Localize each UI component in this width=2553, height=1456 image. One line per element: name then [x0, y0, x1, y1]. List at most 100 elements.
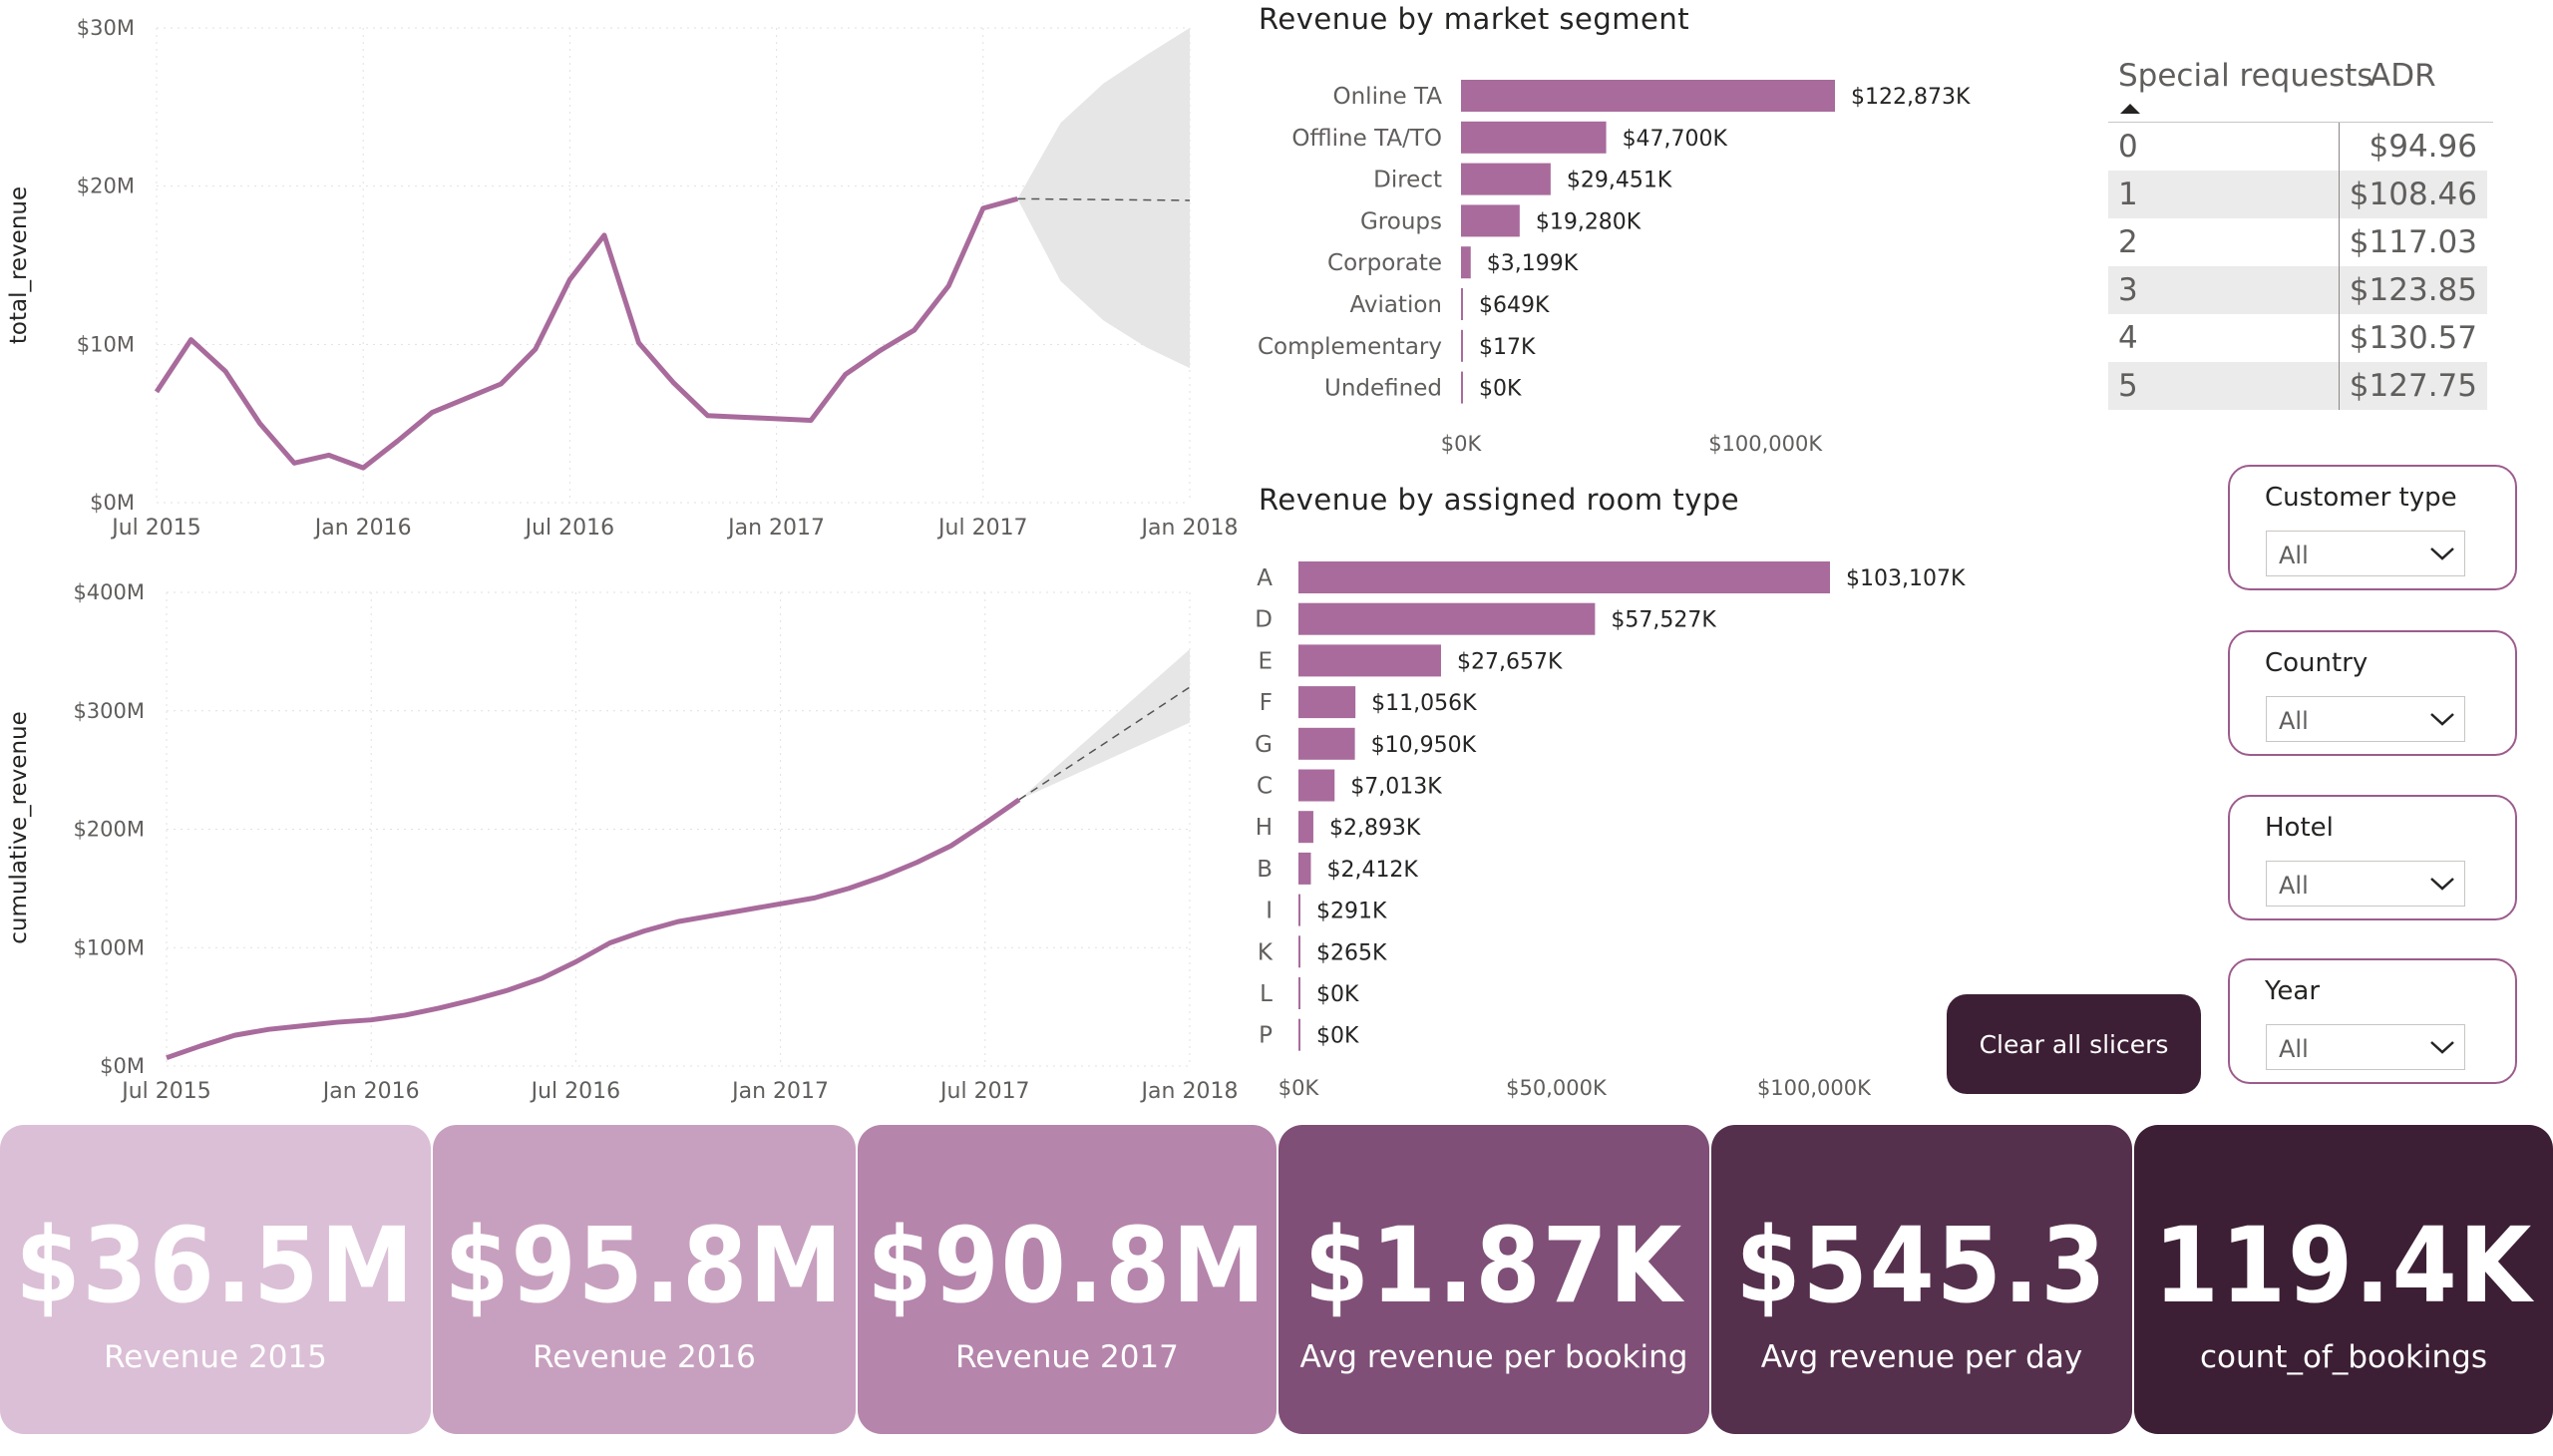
- data-label: $7,013K: [1350, 775, 1442, 800]
- series-line: [166, 797, 1021, 1061]
- y-tick-label: $400M: [73, 580, 145, 604]
- x-tick-label: Jan 2017: [726, 516, 825, 541]
- bar: [1298, 935, 1300, 968]
- kpi-value: $36.5M: [15, 1205, 416, 1326]
- special-requests-table: Special requests ADR 0 $94.96 1 $108.46 2 $11…: [2108, 58, 2493, 410]
- header-adr[interactable]: ADR: [2370, 58, 2436, 94]
- series-line: [154, 195, 1018, 471]
- bar: [1298, 894, 1300, 926]
- table-body: 0 $94.96 1 $108.46 2 $117.03 3 $123.85 4 $130.57 5…: [2108, 123, 2487, 410]
- table-row: 1 $108.46: [2108, 171, 2487, 218]
- cumulative-revenue-chart: $0M $100M $200M $300M $400M Jul 2015 Jan 2016 J…: [6, 580, 1238, 1104]
- y-tick-label: $0M: [90, 491, 135, 515]
- adr-cell: $117.03: [2338, 218, 2487, 266]
- bar: [1298, 644, 1441, 677]
- category-label: E: [1258, 648, 1273, 674]
- forecast-line: [1018, 686, 1191, 801]
- category-label: C: [1257, 774, 1273, 800]
- data-label: $122,873K: [1851, 85, 1971, 110]
- adr-cell: $127.75: [2338, 362, 2487, 410]
- category-label: D: [1255, 607, 1273, 633]
- adr-cell: $123.85: [2338, 266, 2487, 314]
- data-label: $0K: [1316, 1024, 1359, 1049]
- y-axis-label: total_revenue: [6, 186, 32, 344]
- header-special-requests[interactable]: Special requests: [2118, 58, 2373, 94]
- y-tick-label: $0M: [100, 1054, 145, 1078]
- table-row: 0 $94.96: [2108, 123, 2487, 171]
- category-label: I: [1266, 899, 1273, 924]
- data-label: $19,280K: [1536, 209, 1641, 234]
- chevron-down-icon: [2430, 1041, 2454, 1054]
- kpi-card-revenue-2017: $90.8M Revenue 2017: [858, 1125, 1276, 1434]
- dropdown-value: All: [2279, 1035, 2309, 1063]
- x-tick-label: $100,000K: [1757, 1076, 1872, 1100]
- table-row: 5 $127.75: [2108, 362, 2487, 410]
- chevron-down-icon: [2430, 547, 2454, 560]
- forecast-line: [1017, 197, 1191, 201]
- forecast-band: [1017, 28, 1190, 369]
- monthly-revenue-chart: $0M $10M $20M $30M Jul 2015 Jan 2016 Jul 2016 J…: [6, 16, 1238, 541]
- bar: [1461, 371, 1463, 404]
- y-tick-label: $10M: [77, 332, 135, 356]
- bar: [1298, 1018, 1300, 1051]
- data-label: $11,056K: [1371, 691, 1477, 716]
- kpi-value: $1.87K: [1303, 1205, 1684, 1326]
- x-tick-label: $0K: [1278, 1076, 1320, 1100]
- table-header: Special requests ADR: [2108, 58, 2493, 118]
- data-label: $17K: [1479, 335, 1536, 360]
- country-dropdown[interactable]: All: [2266, 696, 2465, 742]
- data-label: $265K: [1316, 940, 1387, 965]
- data-label: $27,657K: [1457, 649, 1563, 674]
- category-label: Direct: [1373, 168, 1442, 193]
- y-tick-label: $20M: [77, 175, 135, 198]
- slicer-title: Country: [2265, 648, 2369, 678]
- hotel-dropdown[interactable]: All: [2266, 861, 2465, 907]
- bar: [1298, 977, 1300, 1009]
- kpi-label: Avg revenue per booking: [1299, 1339, 1688, 1375]
- special-requests-cell: 5: [2118, 368, 2138, 404]
- bar: [1298, 686, 1356, 719]
- data-label: $29,451K: [1567, 169, 1672, 193]
- sort-ascending-icon[interactable]: [2118, 102, 2142, 116]
- kpi-value: 119.4K: [2153, 1205, 2534, 1326]
- category-label: K: [1258, 939, 1274, 965]
- data-label: $3,199K: [1487, 251, 1579, 276]
- kpi-value: $90.8M: [867, 1205, 1268, 1326]
- bar: [1298, 602, 1596, 635]
- bar: [1461, 163, 1551, 195]
- year-dropdown[interactable]: All: [2266, 1024, 2465, 1070]
- kpi-card-avg-revenue-per-day: $545.3 Avg revenue per day: [1711, 1125, 2132, 1434]
- kpi-label: Revenue 2017: [955, 1339, 1179, 1375]
- x-tick-label: Jul 2017: [936, 516, 1028, 541]
- customer-type-dropdown[interactable]: All: [2266, 531, 2465, 576]
- special-requests-cell: 1: [2118, 177, 2138, 212]
- bar: [1298, 811, 1313, 844]
- category-label: Undefined: [1324, 376, 1442, 402]
- special-requests-cell: 4: [2118, 320, 2138, 356]
- kpi-card-avg-revenue-per-booking: $1.87K Avg revenue per booking: [1278, 1125, 1709, 1434]
- slicer-title: Year: [2265, 976, 2321, 1006]
- category-label: Offline TA/TO: [1291, 126, 1442, 152]
- category-label: Aviation: [1349, 292, 1442, 318]
- x-tick-label: Jul 2015: [110, 516, 201, 541]
- room-chart-title: Revenue by assigned room type: [1259, 483, 1740, 517]
- bar: [1461, 121, 1607, 154]
- kpi-label: Revenue 2016: [533, 1339, 756, 1375]
- table-row: 4 $130.57: [2108, 314, 2487, 362]
- data-label: $2,412K: [1326, 858, 1418, 883]
- data-label: $2,893K: [1329, 816, 1421, 841]
- data-label: $0K: [1479, 377, 1522, 402]
- special-requests-cell: 2: [2118, 224, 2138, 260]
- x-tick-label: $0K: [1441, 432, 1483, 456]
- category-label: B: [1257, 857, 1273, 883]
- chevron-down-icon: [2430, 713, 2454, 726]
- slicer-customer-type: Customer type All: [2228, 465, 2517, 590]
- kpi-label: Avg revenue per day: [1760, 1339, 2083, 1375]
- y-axis-label: cumulative_revenue: [6, 711, 32, 944]
- table-row: 2 $117.03: [2108, 218, 2487, 266]
- dropdown-value: All: [2279, 872, 2309, 900]
- clear-all-slicers-button[interactable]: Clear all slicers: [1947, 994, 2201, 1094]
- chevron-down-icon: [2430, 878, 2454, 891]
- category-label: L: [1260, 981, 1273, 1007]
- x-tick-label: Jan 2016: [321, 1079, 420, 1104]
